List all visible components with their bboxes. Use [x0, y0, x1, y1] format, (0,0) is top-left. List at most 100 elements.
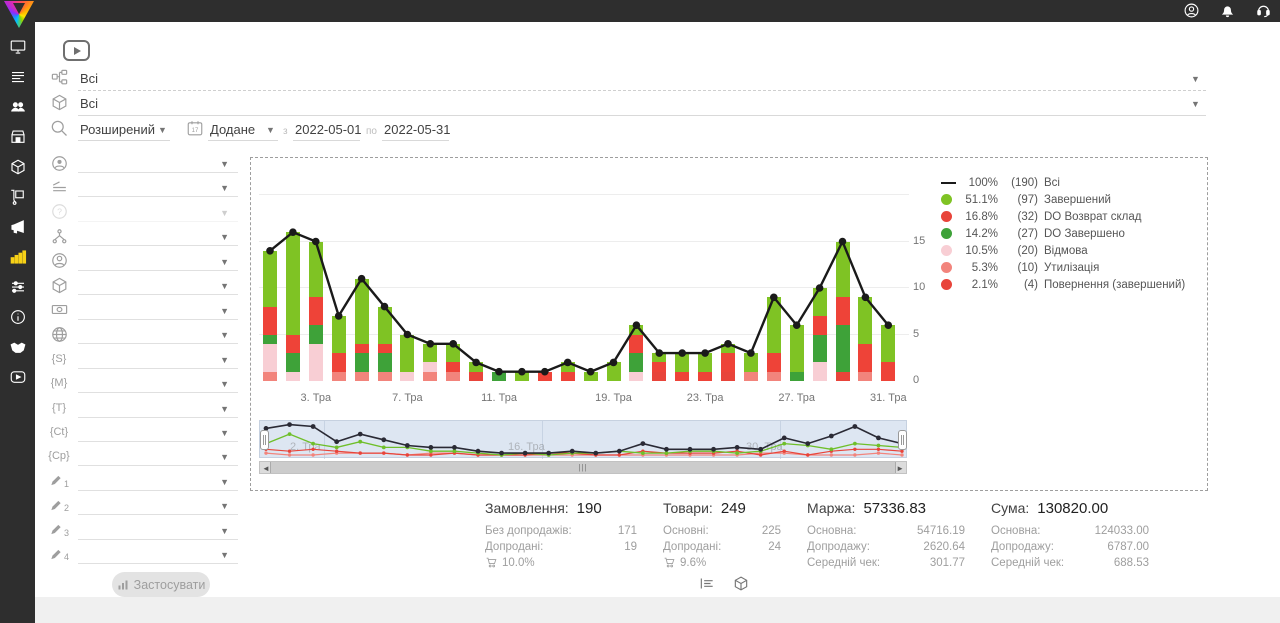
date-from-input[interactable]: 2022-05-01: [295, 122, 362, 137]
video-help-button[interactable]: [63, 40, 90, 61]
filter-select-underline[interactable]: [78, 367, 238, 369]
filter-select-underline[interactable]: [78, 196, 238, 198]
chevron-down-icon[interactable]: ▼: [220, 159, 229, 169]
products-box-icon[interactable]: [9, 158, 27, 176]
chevron-down-icon[interactable]: ▼: [220, 232, 229, 243]
filter-select-underline[interactable]: [78, 220, 238, 222]
orders-list-icon[interactable]: [9, 68, 27, 86]
chevron-down-icon[interactable]: ▼: [220, 281, 229, 292]
filter-select-underline[interactable]: [78, 416, 238, 418]
navigator-scrollbar[interactable]: ◄ ► |||: [259, 461, 907, 474]
stacked-bar-day-1[interactable]: [263, 250, 277, 381]
scroll-left-icon[interactable]: ◄: [262, 464, 270, 473]
chevron-down-icon[interactable]: ▼: [220, 256, 229, 267]
stacked-bar-day-14[interactable]: [560, 362, 575, 381]
chevron-down-icon[interactable]: ▼: [220, 379, 229, 390]
filter-select-underline[interactable]: [78, 269, 238, 271]
products-filter-underline[interactable]: [78, 115, 1206, 116]
legend-row[interactable]: 14.2% (27) DO Завершено: [941, 225, 1185, 242]
analytics-chart-icon[interactable]: [9, 248, 27, 266]
filter-select-underline[interactable]: [78, 392, 238, 394]
chevron-down-icon[interactable]: ▼: [220, 525, 229, 536]
chevron-down-icon[interactable]: ▼: [266, 125, 275, 135]
stacked-bar-day-16[interactable]: [606, 362, 621, 381]
stacked-bar-day-9[interactable]: [446, 343, 461, 381]
date-field-select[interactable]: Додане: [210, 122, 256, 137]
stacked-bar-line-chart[interactable]: [259, 166, 909, 381]
search-mode-select[interactable]: Розширений: [80, 122, 155, 137]
chevron-down-icon[interactable]: ▼: [220, 305, 229, 316]
range-handle-left[interactable]: [260, 430, 269, 450]
statuses-filter-underline[interactable]: [78, 90, 1206, 91]
apply-button[interactable]: Застосувати: [112, 572, 210, 597]
stacked-bar-day-8[interactable]: [423, 343, 438, 381]
stacked-bar-day-2[interactable]: [285, 232, 300, 381]
chevron-down-icon[interactable]: ▼: [158, 125, 167, 135]
stacked-bar-day-20[interactable]: [698, 353, 713, 381]
settings-sliders-icon[interactable]: [9, 278, 27, 296]
legend-row[interactable]: 100% (190) Всі: [941, 174, 1185, 191]
chevron-down-icon[interactable]: ▼: [1191, 99, 1200, 109]
filter-select-underline[interactable]: [78, 245, 238, 247]
range-handle-right[interactable]: [898, 430, 907, 450]
stacked-bar-day-18[interactable]: [652, 353, 667, 381]
video-tutorials-play-icon[interactable]: [9, 368, 27, 386]
statuses-filter-value[interactable]: Всі: [80, 71, 99, 86]
filter-select-underline[interactable]: [78, 343, 238, 345]
stacked-bar-day-11[interactable]: [492, 371, 506, 381]
stacked-bar-day-19[interactable]: [675, 353, 690, 381]
support-headset-icon[interactable]: [1255, 2, 1272, 24]
stacked-bar-day-21[interactable]: [721, 343, 735, 381]
date-to-input[interactable]: 2022-05-31: [384, 122, 451, 137]
stacked-bar-day-17[interactable]: [629, 325, 644, 381]
products-box-icon[interactable]: [732, 575, 750, 597]
chevron-down-icon[interactable]: ▼: [220, 427, 229, 438]
legend-row[interactable]: 2.1% (4) Повернення (завершений): [941, 276, 1185, 293]
scroll-right-icon[interactable]: ►: [896, 464, 904, 473]
chevron-down-icon[interactable]: ▼: [220, 476, 229, 487]
products-filter-value[interactable]: Всі: [80, 96, 99, 111]
filter-select-underline[interactable]: [78, 514, 238, 516]
filter-select-underline[interactable]: [78, 318, 238, 320]
chevron-down-icon[interactable]: ▼: [220, 452, 229, 463]
range-navigator[interactable]: 2. Тра 16. Тра 30. Тра: [259, 420, 907, 459]
legend-row[interactable]: 10.5% (20) Відмова: [941, 242, 1185, 259]
chevron-down-icon[interactable]: ▼: [220, 330, 229, 341]
chevron-down-icon[interactable]: ▼: [1191, 74, 1200, 84]
filter-select-underline[interactable]: [78, 294, 238, 296]
stacked-bar-day-15[interactable]: [583, 371, 598, 381]
stacked-bar-day-4[interactable]: [331, 315, 346, 381]
info-icon[interactable]: [9, 308, 27, 326]
marketing-megaphone-icon[interactable]: [9, 218, 27, 236]
filter-select-underline[interactable]: [78, 172, 238, 173]
chevron-down-icon[interactable]: ▼: [220, 403, 229, 414]
filter-select-underline[interactable]: [78, 563, 238, 565]
chevron-down-icon[interactable]: ▼: [220, 550, 229, 561]
stacked-bar-day-24[interactable]: [789, 325, 804, 381]
stacked-bar-day-12[interactable]: [514, 371, 529, 381]
stacked-bar-day-7[interactable]: [400, 334, 415, 381]
store-icon[interactable]: [9, 128, 27, 146]
notifications-bell-icon[interactable]: [1219, 2, 1236, 24]
stacked-bar-day-23[interactable]: [766, 297, 781, 381]
partners-handshake-icon[interactable]: [9, 338, 27, 356]
dashboard-monitor-icon[interactable]: [9, 38, 27, 56]
chevron-down-icon[interactable]: ▼: [220, 207, 229, 218]
legend-row[interactable]: 51.1% (97) Завершений: [941, 191, 1185, 208]
stacked-bar-day-13[interactable]: [537, 371, 552, 381]
clients-users-icon[interactable]: [9, 98, 27, 116]
stacked-bar-day-6[interactable]: [377, 306, 392, 381]
stacked-bar-day-5[interactable]: [354, 278, 369, 381]
chevron-down-icon[interactable]: ▼: [220, 501, 229, 512]
legend-row[interactable]: 5.3% (10) Утилізація: [941, 259, 1185, 276]
stacked-bar-day-28[interactable]: [881, 325, 896, 381]
supply-dolly-icon[interactable]: [9, 188, 27, 206]
stacked-bar-day-27[interactable]: [858, 297, 873, 381]
stacked-bar-day-26[interactable]: [835, 241, 850, 381]
stacked-bar-day-22[interactable]: [743, 353, 758, 381]
chevron-down-icon[interactable]: ▼: [220, 183, 229, 194]
stacked-bar-day-10[interactable]: [469, 362, 484, 381]
filter-select-underline[interactable]: [78, 440, 238, 442]
legend-row[interactable]: 16.8% (32) DO Возврат склад: [941, 208, 1185, 225]
chevron-down-icon[interactable]: ▼: [220, 354, 229, 365]
